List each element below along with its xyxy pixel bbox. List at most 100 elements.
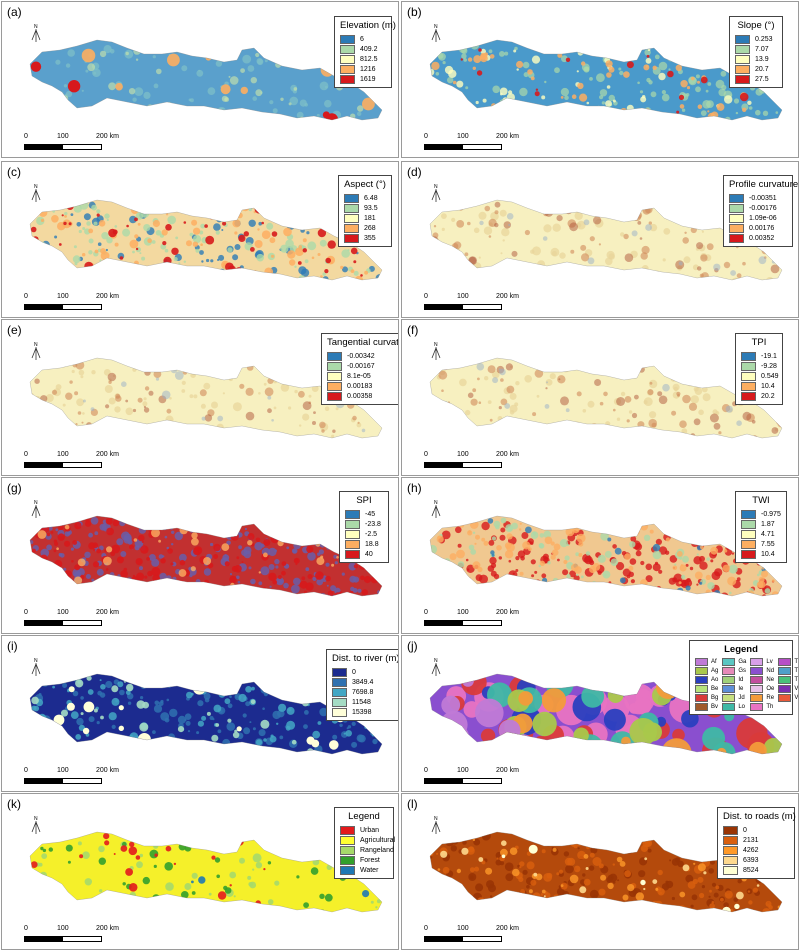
raster-cell — [509, 392, 517, 400]
raster-cell — [317, 552, 321, 556]
raster-cell — [711, 529, 718, 536]
legend-item: Forest — [340, 855, 388, 865]
raster-cell — [142, 201, 151, 210]
raster-cell — [44, 270, 50, 276]
raster-cell — [174, 904, 179, 910]
raster-cell — [353, 270, 359, 276]
raster-cell — [134, 217, 138, 222]
raster-cell — [67, 49, 75, 57]
raster-cell — [204, 518, 211, 525]
scale-label: 100 — [457, 293, 469, 300]
raster-cell — [123, 535, 132, 544]
raster-cell — [626, 370, 629, 374]
raster-cell — [203, 568, 212, 576]
raster-cell — [245, 592, 250, 596]
raster-cell — [132, 574, 136, 578]
raster-cell — [38, 45, 42, 48]
raster-cell — [300, 533, 309, 542]
raster-cell — [31, 684, 39, 691]
raster-cell — [239, 383, 245, 389]
raster-cell — [143, 405, 146, 409]
raster-cell — [216, 874, 220, 879]
raster-cell — [436, 433, 444, 438]
svg-text:N: N — [434, 184, 438, 190]
raster-cell — [558, 378, 561, 381]
raster-cell — [583, 66, 590, 73]
raster-cell — [762, 594, 767, 596]
raster-cell — [275, 61, 282, 68]
raster-cell — [64, 540, 71, 547]
raster-cell — [324, 215, 329, 221]
raster-cell — [573, 865, 581, 873]
raster-cell — [658, 569, 663, 574]
raster-cell — [474, 266, 479, 271]
raster-cell — [459, 378, 467, 387]
raster-cell — [238, 545, 243, 550]
raster-cell — [247, 540, 253, 546]
raster-cell — [68, 686, 75, 693]
raster-cell — [85, 574, 91, 579]
raster-cell — [48, 847, 53, 852]
raster-cell — [632, 52, 638, 57]
raster-cell — [229, 573, 233, 576]
legend-item: -19.1 — [741, 351, 777, 361]
raster-cell — [511, 250, 518, 257]
raster-cell — [267, 408, 272, 414]
raster-cell — [664, 591, 674, 596]
raster-cell — [725, 405, 733, 413]
raster-cell — [511, 576, 514, 580]
raster-cell — [35, 275, 42, 280]
raster-cell — [576, 70, 579, 73]
raster-cell — [271, 419, 274, 422]
raster-cell — [255, 89, 263, 97]
raster-cell — [176, 114, 185, 120]
legend-swatch — [735, 64, 750, 74]
legend-swatch — [327, 381, 342, 391]
raster-cell — [685, 365, 693, 373]
raster-cell — [47, 95, 52, 99]
raster-cell — [307, 213, 317, 223]
map-raster-e — [29, 357, 383, 439]
raster-cell — [590, 837, 595, 842]
raster-cell — [30, 393, 34, 397]
raster-cell — [631, 412, 638, 419]
raster-cell — [682, 237, 689, 244]
raster-cell — [606, 85, 611, 89]
legend-item: 15398 — [332, 707, 395, 717]
scale-label: 0 — [424, 133, 428, 140]
raster-cell — [652, 563, 661, 572]
raster-cell — [500, 378, 504, 382]
raster-cell — [538, 742, 560, 754]
raster-cell — [98, 857, 107, 865]
raster-cell — [274, 215, 282, 224]
legend-label: Ga — [738, 659, 747, 665]
raster-cell — [607, 52, 614, 59]
raster-cell — [530, 531, 539, 539]
raster-cell — [188, 520, 192, 524]
north-arrow-icon: N — [31, 24, 41, 42]
legend-label: 13.9 — [755, 55, 769, 63]
raster-cell — [50, 531, 54, 534]
raster-cell — [168, 262, 172, 266]
raster-cell — [142, 701, 150, 709]
raster-cell — [96, 721, 100, 725]
raster-cell — [54, 541, 59, 546]
legend-item: Bv — [695, 703, 718, 711]
raster-cell — [72, 255, 81, 264]
raster-cell — [678, 851, 681, 854]
legend-swatch — [327, 391, 342, 401]
raster-cell — [274, 880, 280, 886]
raster-cell — [644, 839, 653, 847]
raster-cell — [213, 223, 221, 231]
legend-item: Ao — [695, 676, 718, 684]
raster-cell — [544, 536, 553, 545]
raster-cell — [565, 742, 576, 753]
raster-cell — [263, 552, 268, 558]
scale-label: 200 km — [496, 451, 519, 458]
raster-cell — [264, 387, 274, 397]
raster-cell — [521, 532, 529, 539]
raster-cell — [761, 570, 768, 578]
raster-cell — [209, 681, 216, 688]
raster-cell — [550, 541, 555, 546]
scale-label: 0 — [24, 609, 28, 616]
